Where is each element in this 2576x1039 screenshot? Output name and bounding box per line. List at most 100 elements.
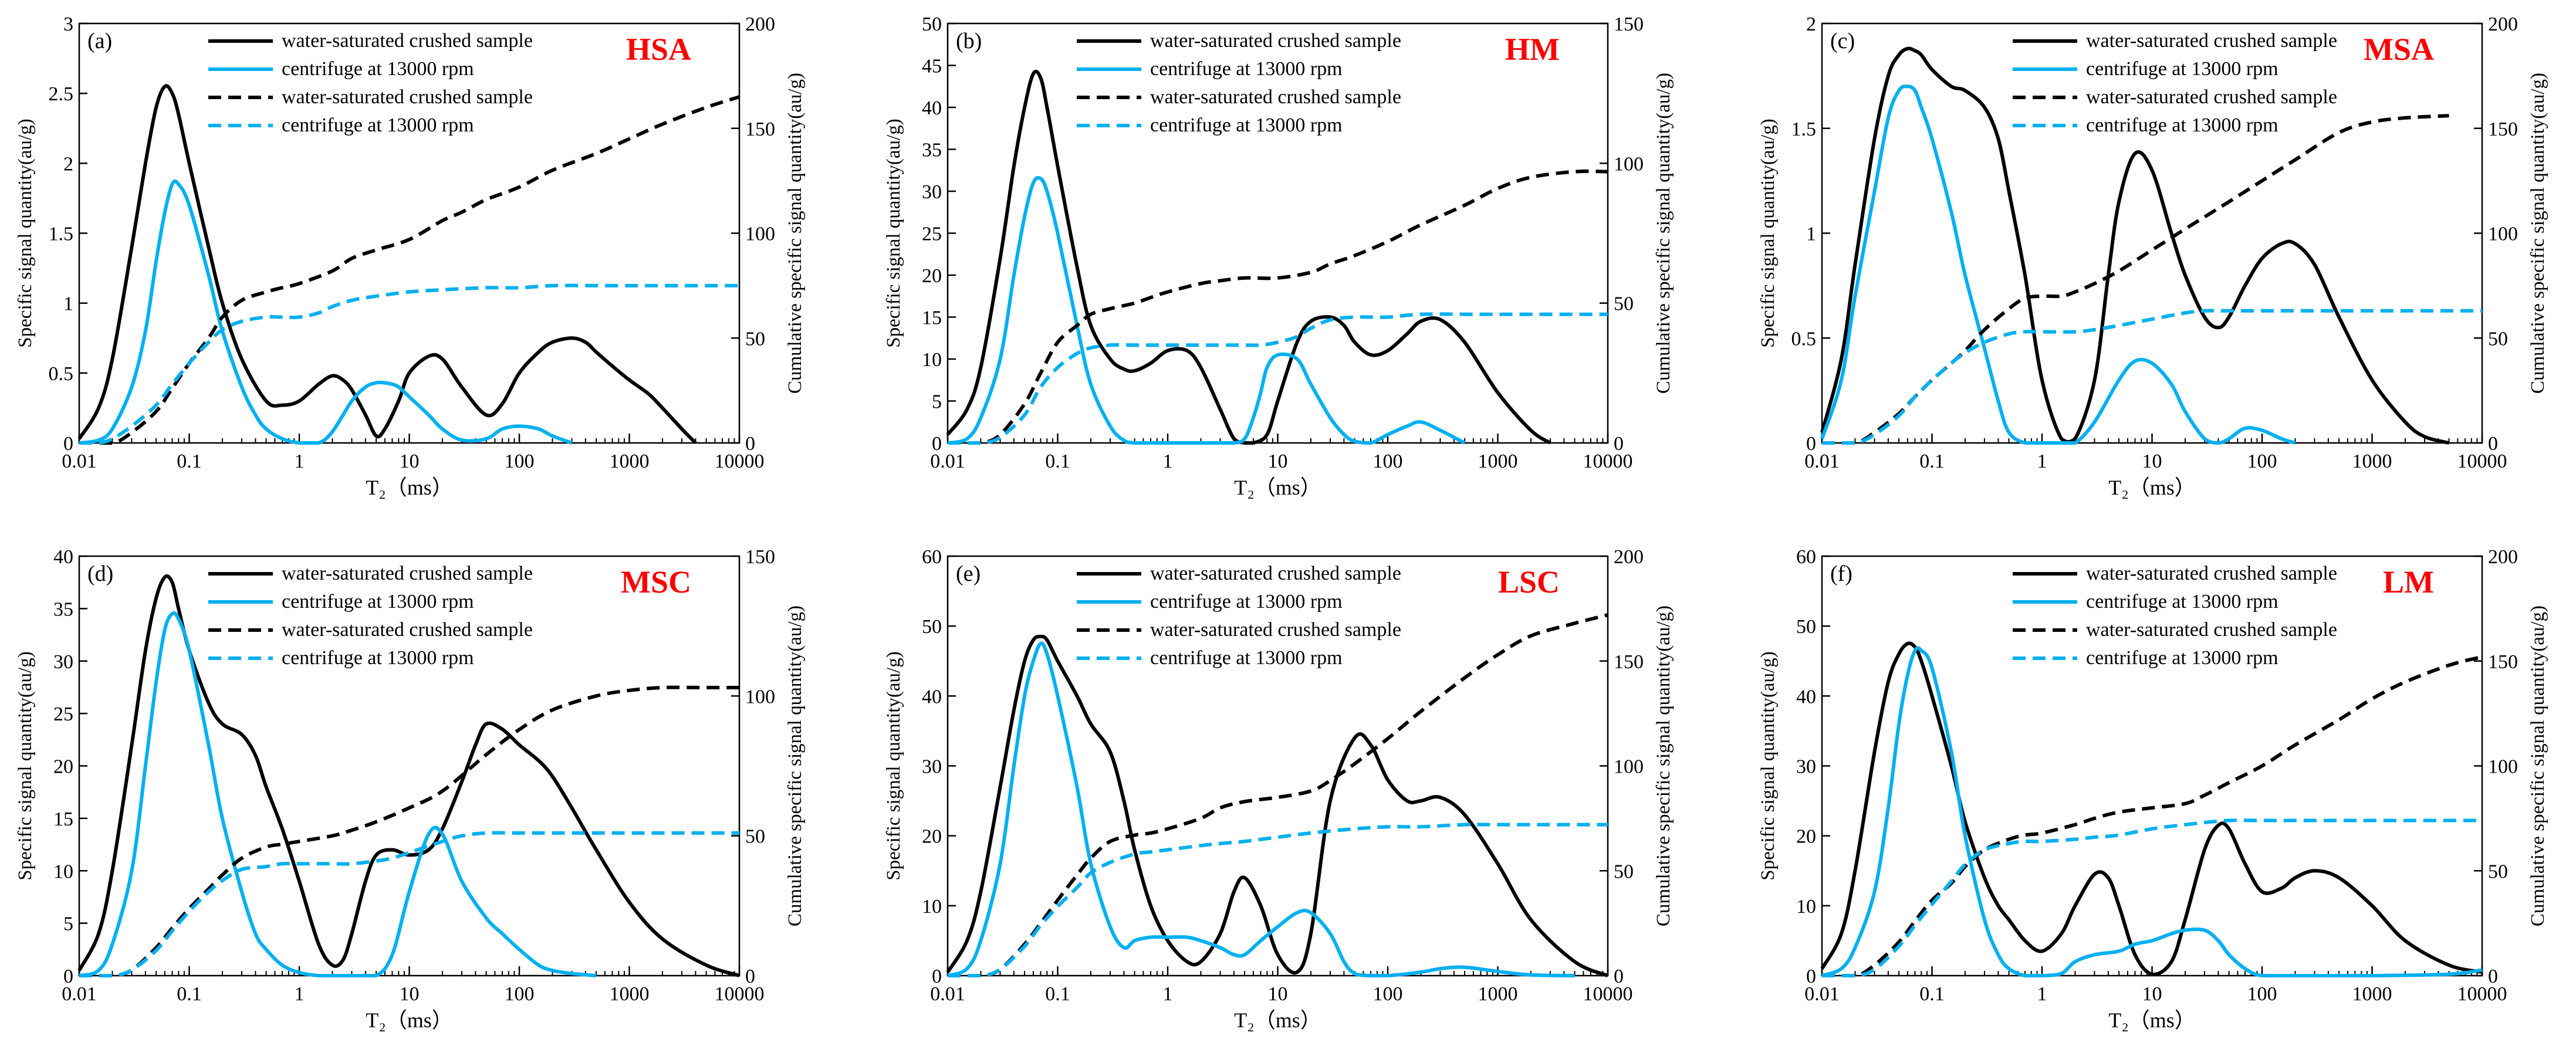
legend-label: centrifuge at 13000 rpm [282,647,474,669]
x-tick-label: 1000 [610,451,650,472]
y-left-tick-label: 0 [1806,966,1816,987]
y-right-tick-label: 0 [2488,966,2498,987]
y-right-tick-label: 100 [1614,153,1644,175]
legend-label: centrifuge at 13000 rpm [1150,114,1343,136]
y-left-tick-label: 50 [1796,616,1816,638]
y-left-tick-label: 30 [922,756,942,778]
sample-label: HM [1505,32,1560,67]
x-tick-label: 0.1 [1045,983,1070,1005]
y-right-tick-label: 100 [745,686,775,708]
y-right-tick-label: 100 [2488,756,2518,778]
series-signal-blue [947,176,1466,445]
y-left-axis-label: Specific signal quantity(au/g) [883,119,904,347]
series-cumulative-blue [948,823,1608,977]
y-left-tick-label: 50 [922,13,942,35]
y-left-tick-label: 5 [63,913,73,935]
y-right-tick-label: 150 [2488,651,2518,673]
y-right-tick-label: 100 [1614,756,1644,778]
x-tick-label: 0.01 [62,451,97,472]
x-tick-label: 0.01 [62,983,97,1005]
x-axis-label: T₂（ms） [366,1008,453,1032]
x-axis-label: T₂（ms） [366,476,453,499]
y-left-tick-label: 1 [1806,224,1816,245]
series-cumulative-black [1822,114,2449,445]
y-right-axis-label: Cumulative specific signal quantity(au/g… [785,605,806,926]
y-right-axis-label: Cumulative specific signal quantity(au/g… [1653,605,1674,926]
y-left-tick-label: 2 [1806,13,1816,35]
y-left-tick-label: 0.5 [1791,328,1817,350]
sample-label: MSC [621,564,691,600]
y-left-tick-label: 0 [932,966,942,987]
legend-label: centrifuge at 13000 rpm [282,114,474,136]
legend-label: water-saturated crushed sample [2086,619,2337,641]
legend-label: water-saturated crushed sample [282,86,533,108]
y-left-tick-label: 40 [1796,686,1816,708]
y-right-tick-label: 50 [2488,861,2508,882]
series-signal-black [77,574,740,977]
x-tick-label: 10000 [1583,983,1633,1005]
sample-label: LM [2383,564,2434,600]
y-left-tick-label: 10 [922,896,942,918]
y-right-tick-label: 0 [1614,966,1624,987]
y-left-tick-label: 25 [922,224,942,245]
y-left-tick-label: 60 [922,546,942,568]
y-right-tick-label: 200 [2488,546,2518,568]
legend-label: water-saturated crushed sample [2086,86,2337,108]
y-left-tick-label: 0 [932,433,942,455]
series-cumulative-black [948,613,1608,977]
y-left-tick-label: 2.5 [49,83,74,105]
series-signal-blue [1821,646,2483,978]
y-right-tick-label: 50 [1614,293,1634,315]
panel-msa: 0.01 0.1 1 10 100 1000 10000 T₂（ms） 0 0.5 1 1.5 2 0 50… [1757,13,2548,499]
x-tick-label: 100 [2247,983,2277,1005]
legend-label: centrifuge at 13000 rpm [282,58,474,80]
y-left-axis-label: Specific signal quantity(au/g) [883,651,904,880]
series-cumulative-black [79,685,739,977]
y-right-tick-label: 200 [1614,546,1644,568]
x-tick-label: 1 [295,983,305,1005]
y-left-tick-label: 35 [922,140,942,161]
panel-hm: 0.01 0.1 1 10 100 1000 10000T₂（ms）051015202530… [883,13,1674,499]
y-left-tick-label: 45 [922,56,942,77]
x-tick-label: 1 [2037,451,2047,472]
x-tick-label: 0.1 [1919,451,1945,472]
series-cumulative-blue [1822,818,2482,977]
series-cumulative-blue [948,312,1608,445]
legend-label: water-saturated crushed sample [282,619,533,641]
y-left-tick-label: 10 [1796,896,1816,918]
y-left-tick-label: 1.5 [1791,119,1817,140]
y-left-tick-label: 20 [1796,826,1816,848]
x-tick-label: 100 [505,983,535,1005]
y-left-tick-label: 0 [63,966,73,987]
series-signal-blue [79,179,573,445]
y-right-tick-label: 150 [1614,651,1644,673]
x-tick-label: 0.01 [1804,451,1840,472]
sample-label: HSA [626,32,691,67]
x-tick-label: 1000 [610,983,650,1005]
y-left-axis-label: Specific signal quantity(au/g) [15,651,36,880]
legend-label: centrifuge at 13000 rpm [2086,58,2278,80]
y-left-tick-label: 1 [63,293,73,315]
x-tick-label: 0.1 [1919,983,1945,1005]
panel-label: (e) [956,561,981,586]
y-left-tick-label: 35 [53,598,73,620]
y-left-axis-label: Specific signal quantity(au/g) [15,119,36,347]
series-signal-black [1820,46,2450,445]
y-right-tick-label: 150 [745,546,775,568]
legend-label: water-saturated crushed sample [282,563,533,584]
legend-label: centrifuge at 13000 rpm [1150,591,1343,612]
series-cumulative-black [948,169,1608,445]
x-tick-label: 1 [1163,983,1173,1005]
legend-label: water-saturated crushed sample [1150,86,1401,108]
legend-label: centrifuge at 13000 rpm [1150,647,1343,669]
y-left-tick-label: 30 [1796,756,1816,778]
y-left-tick-label: 30 [53,651,73,673]
x-tick-label: 10 [1268,451,1288,472]
sample-label: MSA [2364,32,2434,67]
series-signal-blue [79,611,597,977]
panel-lsc: 0.01 0.1 1 10 100 1000 10000T₂（ms）010203040506… [883,546,1674,1032]
series-cumulative-blue [1822,309,2482,445]
y-left-tick-label: 5 [932,391,942,413]
x-tick-label: 10000 [715,983,765,1005]
